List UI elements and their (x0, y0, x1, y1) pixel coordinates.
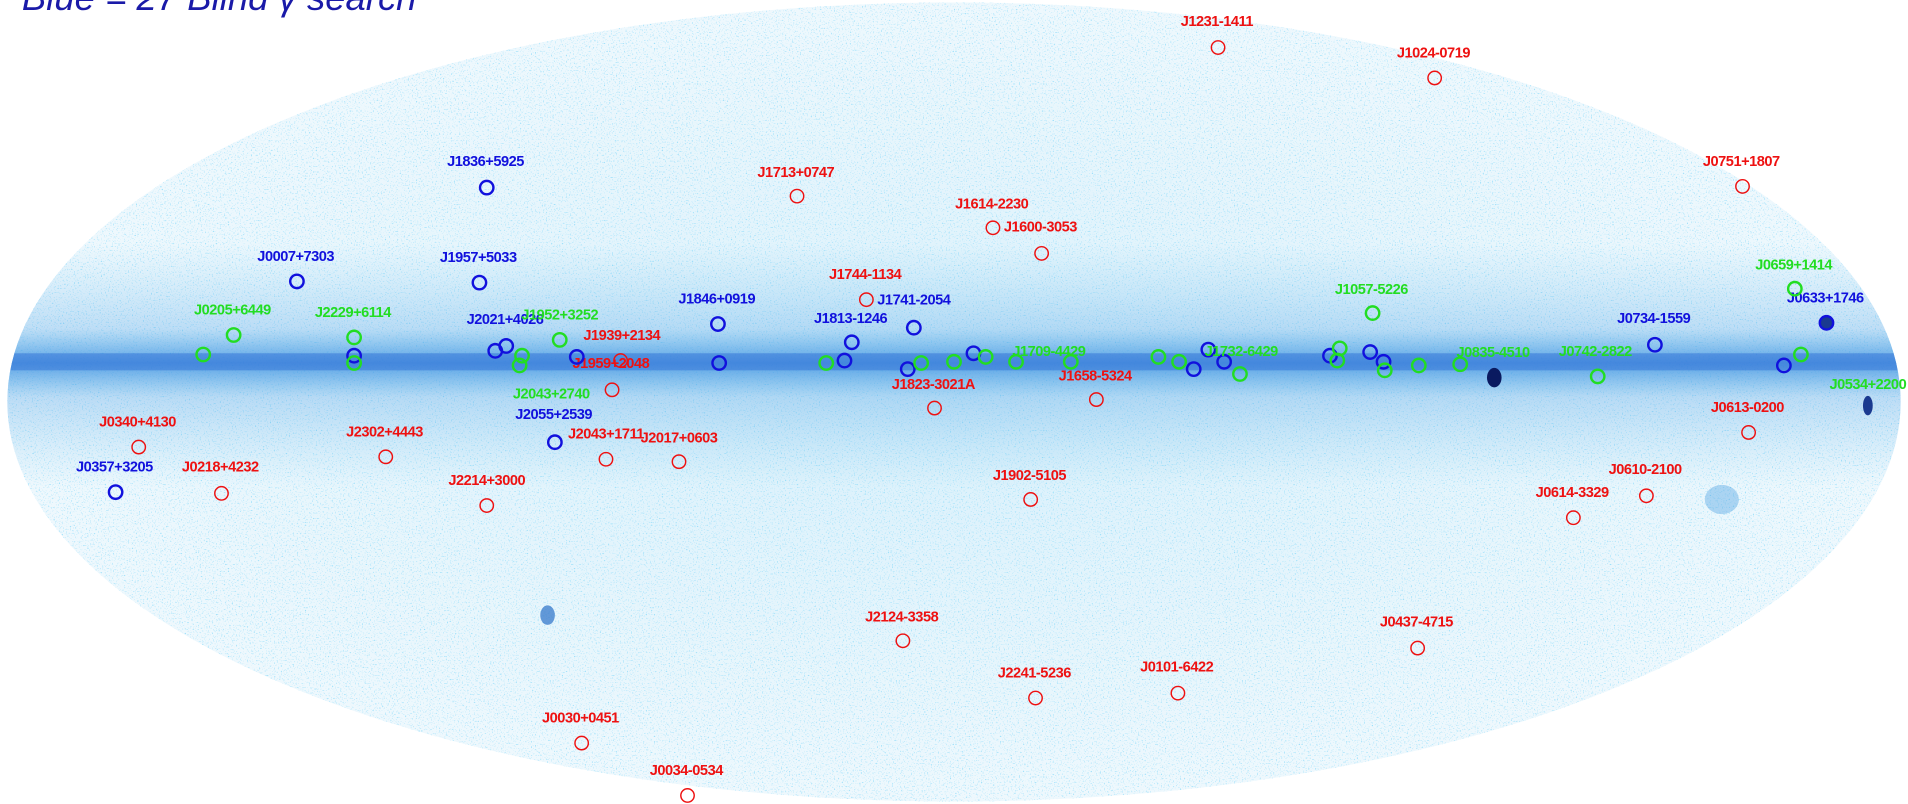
green-pulsar-label: J0534+2200 (1829, 377, 1906, 393)
map-title: Blue = 27 Blind γ search (22, 0, 417, 18)
red-pulsar-label: J2124-3358 (865, 609, 938, 625)
red-pulsar-label: J1658-5324 (1059, 368, 1133, 384)
blue-pulsar-label: J1741-2054 (877, 293, 951, 309)
sky-map: Blue = 27 Blind γ search J1231-1411 J1024… (0, 0, 1908, 804)
green-pulsar-label: J1952+3252 (521, 307, 598, 323)
green-pulsar-label: J1709-4429 (1012, 344, 1085, 360)
blue-pulsar-label: J0633+1746 (1787, 290, 1864, 306)
red-pulsar-label: J1939+2134 (583, 328, 661, 344)
blue-pulsar-label: J1813-1246 (814, 311, 887, 327)
blue-pulsar-label: J0357+3205 (76, 460, 153, 476)
red-pulsar-label: J1614-2230 (955, 197, 1028, 213)
green-pulsar-label: J0205+6449 (194, 302, 271, 318)
red-pulsar-label: J2241-5236 (998, 666, 1071, 682)
page: {"title": "Blue = 27 Blind γ search", "l… (0, 0, 1908, 804)
red-pulsar-label: J1600-3053 (1004, 220, 1077, 236)
red-pulsar-label: J2043+1711 (568, 427, 644, 443)
green-pulsar-label: J2229+6114 (315, 305, 392, 321)
red-pulsar-label: J0614-3329 (1536, 485, 1609, 501)
red-pulsar-label: J1713+0747 (757, 165, 834, 181)
green-pulsar-label: J1057-5226 (1335, 282, 1408, 298)
red-pulsar-label: J0218+4232 (182, 460, 259, 476)
red-marker (681, 789, 694, 802)
blue-pulsar-label: J0007+7303 (257, 249, 334, 265)
red-pulsar-label: J1902-5105 (993, 468, 1066, 484)
red-pulsar-label: J0751+1807 (1703, 154, 1780, 170)
blue-pulsar-label: J1836+5925 (447, 154, 524, 170)
red-pulsar-label: J0613-0200 (1711, 400, 1784, 416)
red-pulsar-label: J1744-1134 (829, 267, 903, 283)
green-pulsar-label: J0659+1414 (1755, 257, 1833, 273)
red-pulsar-label: J0101-6422 (1140, 659, 1213, 675)
red-pulsar-label: J0030+0451 (542, 711, 619, 727)
blue-pulsar-label: J1846+0919 (678, 292, 755, 308)
red-pulsar-label: J2017+0603 (641, 430, 718, 446)
red-pulsar-label: J1231-1411 (1181, 14, 1254, 30)
blue-pulsar-label: J1957+5033 (440, 250, 517, 266)
green-pulsar-label: J0835-4510 (1457, 345, 1530, 361)
red-pulsar-label: J2302+4443 (346, 424, 423, 440)
blue-pulsar-label: J2055+2539 (515, 407, 592, 423)
red-pulsar-label: J0437-4715 (1380, 614, 1453, 630)
red-pulsar-label: J0034-0534 (650, 763, 724, 779)
green-pulsar-label: J0742-2822 (1559, 344, 1632, 360)
red-pulsar-label: J1024-0719 (1397, 45, 1470, 61)
green-pulsar-label: J1732-6429 (1205, 344, 1278, 360)
red-pulsar-label: J0340+4130 (99, 415, 176, 431)
red-pulsar-label: J0610-2100 (1609, 462, 1682, 478)
blue-pulsar-label: J0734-1559 (1617, 311, 1690, 327)
red-pulsar-label: J2214+3000 (448, 473, 525, 489)
sky-background (0, 0, 1908, 804)
green-pulsar-label: J2043+2740 (513, 387, 590, 403)
red-pulsar-label: J1823-3021A (892, 377, 976, 393)
